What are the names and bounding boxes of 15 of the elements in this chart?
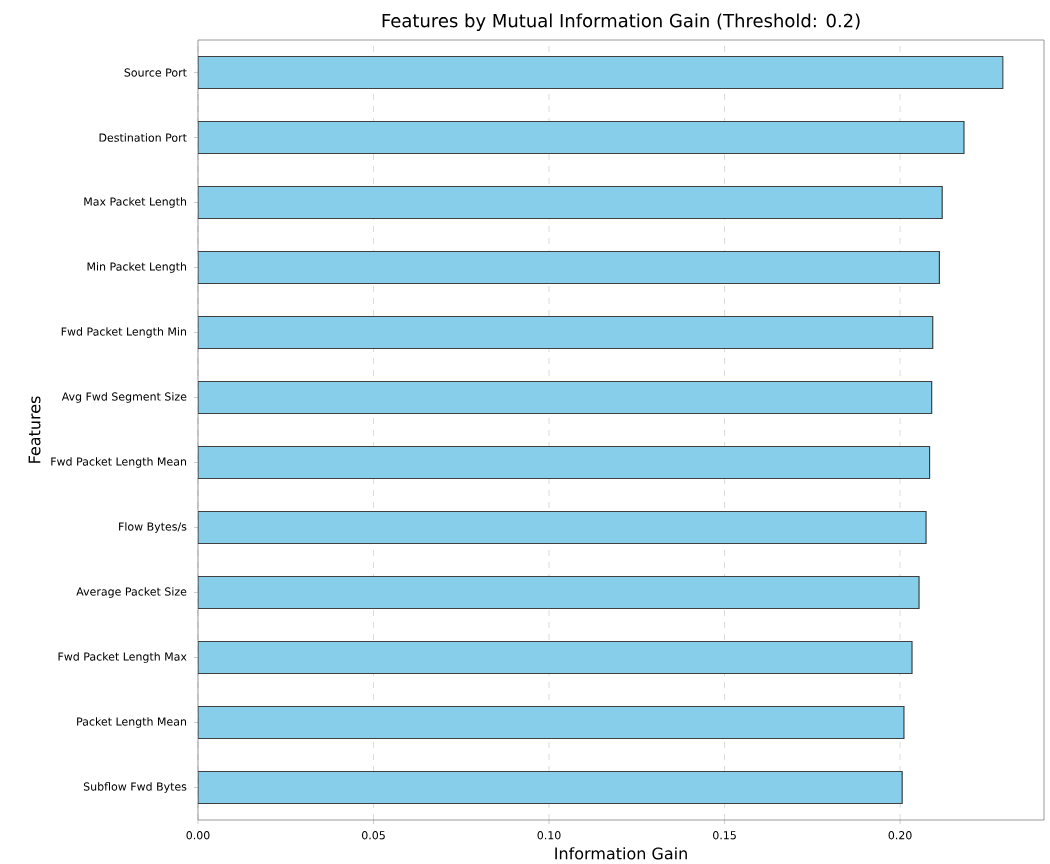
bar <box>198 445 931 480</box>
y-axis-title: Features <box>28 396 41 463</box>
chart-title: Features by Mutual Information Gain (Threshold: 0.2) <box>382 13 860 31</box>
bar <box>198 315 934 350</box>
bar <box>198 510 927 545</box>
bar <box>198 55 1004 90</box>
bar <box>198 185 943 220</box>
bar <box>198 640 913 675</box>
bar <box>198 120 965 155</box>
bar <box>198 575 920 610</box>
bar <box>198 250 940 285</box>
bar <box>198 705 905 740</box>
bar <box>198 380 933 415</box>
bar <box>198 770 903 805</box>
x-axis-title: Information Gain <box>555 847 687 860</box>
